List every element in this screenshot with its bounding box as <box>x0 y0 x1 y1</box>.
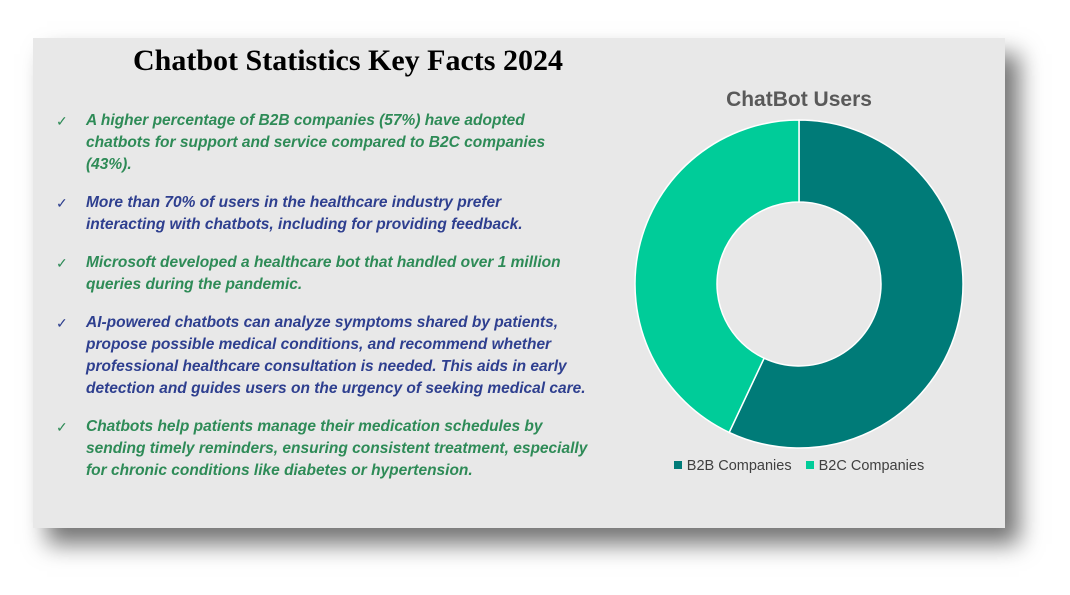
fact-line: interacting with chatbots, including for… <box>86 216 523 233</box>
page-title: Chatbot Statistics Key Facts 2024 <box>133 44 563 77</box>
fact-line: detection and guides users on the urgenc… <box>86 380 586 397</box>
checkmark-icon: ✓ <box>56 315 68 331</box>
fact-line: queries during the pandemic. <box>86 276 303 293</box>
fact-line: Microsoft developed a healthcare bot tha… <box>86 254 561 271</box>
donut-chart <box>634 119 964 449</box>
checkmark-icon: ✓ <box>56 195 68 211</box>
fact-item: ✓ AI-powered chatbots can analyze sympto… <box>53 312 601 400</box>
fact-line: AI-powered chatbots can analyze symptoms… <box>86 314 559 331</box>
legend-swatch-b2c <box>805 461 814 469</box>
fact-line: A higher percentage of B2B companies (57… <box>86 112 525 129</box>
fact-line: More than 70% of users in the healthcare… <box>86 194 502 211</box>
chart-title: ChatBot Users <box>726 88 872 111</box>
fact-item: ✓ Microsoft developed a healthcare bot t… <box>53 252 601 296</box>
legend-label: B2C Companies <box>818 458 925 474</box>
legend-item-b2b: B2B Companies <box>673 458 792 474</box>
fact-line: for chronic conditions like diabetes or … <box>86 462 473 479</box>
legend-swatch-b2b <box>673 461 682 469</box>
facts-list: ✓ A higher percentage of B2B companies (… <box>53 110 601 498</box>
fact-line: (43%). <box>86 156 132 173</box>
fact-item: ✓ Chatbots help patients manage their me… <box>53 416 601 482</box>
fact-line: sending timely reminders, ensuring consi… <box>86 440 588 457</box>
chart-legend: B2B Companies B2C Companies <box>633 458 965 474</box>
fact-line: Chatbots help patients manage their medi… <box>86 418 543 435</box>
legend-item-b2c: B2C Companies <box>805 458 925 474</box>
slide: Chatbot Statistics Key Facts 2024 ✓ A hi… <box>33 38 1005 528</box>
legend-label: B2B Companies <box>686 458 792 474</box>
donut-slice-b2b-companies <box>728 119 964 449</box>
fact-line: propose possible medical conditions, and… <box>86 336 552 353</box>
fact-item: ✓ More than 70% of users in the healthca… <box>53 192 601 236</box>
checkmark-icon: ✓ <box>56 113 68 129</box>
fact-line: chatbots for support and service compare… <box>86 134 546 151</box>
checkmark-icon: ✓ <box>56 419 68 435</box>
fact-line: professional healthcare consultation is … <box>86 358 567 375</box>
donut-slice-b2c-companies <box>634 119 800 434</box>
fact-item: ✓ A higher percentage of B2B companies (… <box>53 110 601 176</box>
checkmark-icon: ✓ <box>56 255 68 271</box>
